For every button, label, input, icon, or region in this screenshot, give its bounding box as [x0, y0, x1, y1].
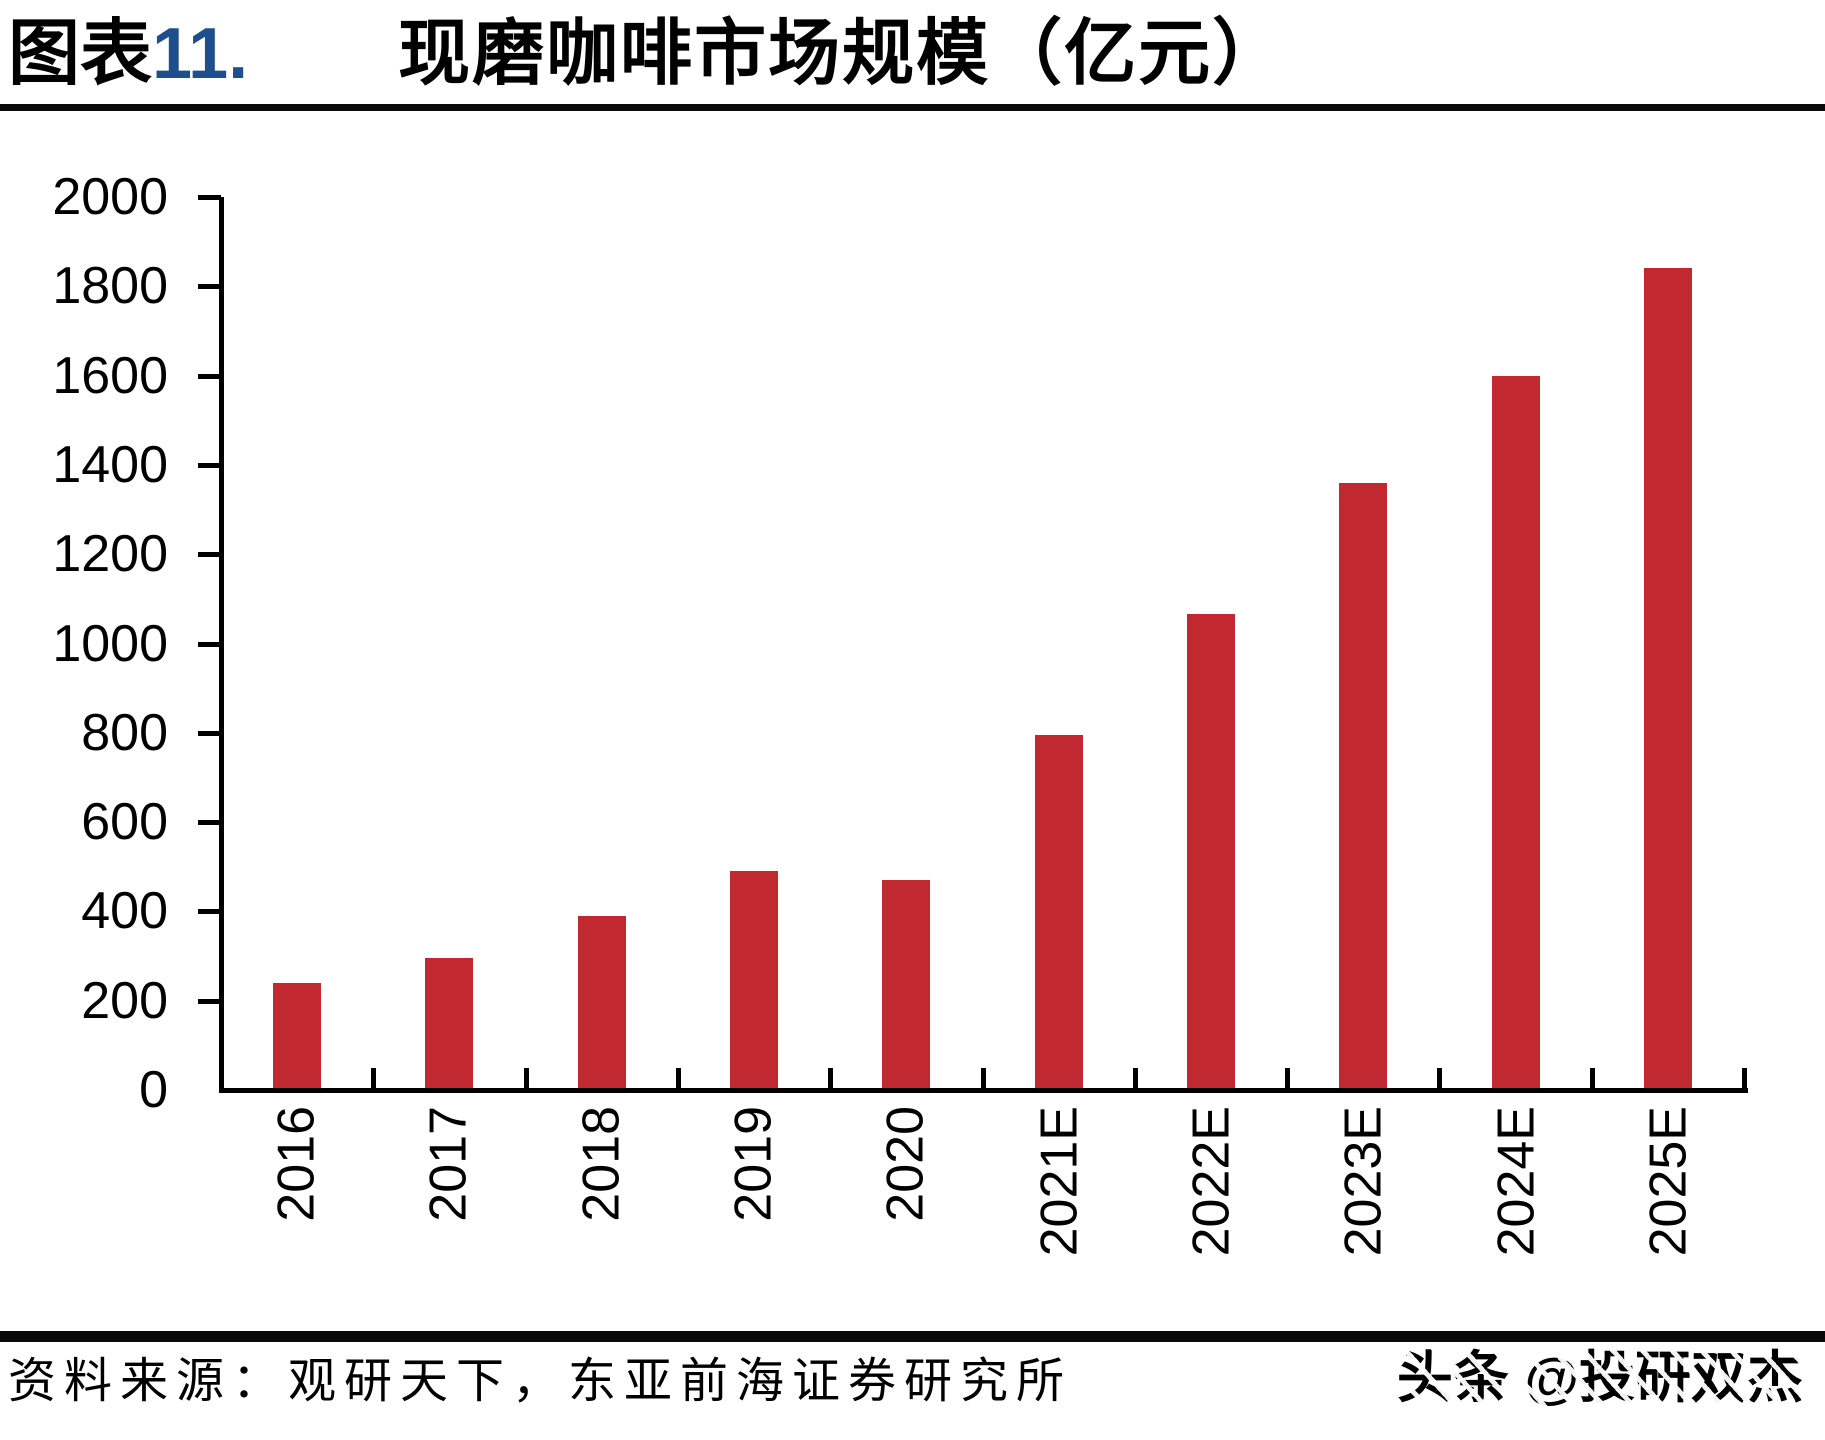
y-axis-tick	[198, 284, 221, 290]
x-axis-label-2017: 2017	[420, 1106, 479, 1222]
y-axis-tick	[198, 462, 221, 468]
figure-number: 11.	[152, 14, 249, 94]
figure-title: 图表11. 现磨咖啡市场规模（亿元）	[8, 6, 1818, 102]
chart-title: 现磨咖啡市场规模（亿元）	[398, 14, 1287, 94]
footer-divider-line	[0, 1331, 1825, 1342]
x-axis-label-2024E: 2024E	[1486, 1106, 1545, 1257]
title-divider-line	[0, 104, 1825, 111]
y-axis-tick	[198, 730, 221, 736]
bar-2021E	[1034, 735, 1083, 1088]
y-axis-tick	[198, 373, 221, 379]
x-axis-label-2022E: 2022E	[1182, 1106, 1241, 1257]
y-axis-label: 0	[139, 1061, 168, 1119]
y-axis-label: 200	[81, 971, 168, 1030]
y-axis-tick	[198, 195, 221, 200]
x-axis-tick	[1437, 1068, 1443, 1090]
y-axis-label: 1800	[52, 257, 168, 316]
x-axis-tick	[1132, 1068, 1138, 1090]
bar-2022E	[1186, 614, 1235, 1088]
x-axis-tick	[1285, 1068, 1291, 1090]
bar-2018	[577, 915, 626, 1088]
source-attribution: 资料来源：观研天下，东亚前海证券研究所	[8, 1355, 1073, 1408]
x-axis	[219, 1088, 1748, 1093]
y-axis-label: 800	[81, 703, 168, 762]
x-axis-tick	[980, 1068, 986, 1090]
x-axis-tick	[523, 1068, 529, 1090]
y-axis-label: 1000	[52, 614, 168, 673]
x-axis-label-2021E: 2021E	[1030, 1106, 1089, 1257]
bar-2017	[425, 958, 474, 1088]
y-axis-tick	[198, 552, 221, 558]
x-axis-label-2025E: 2025E	[1639, 1106, 1698, 1257]
x-axis-tick	[1589, 1068, 1595, 1090]
x-axis-tick	[675, 1068, 681, 1090]
x-axis-label-2019: 2019	[724, 1106, 783, 1222]
watermark-text: 头条 @投研双杰	[1396, 1346, 1803, 1409]
x-axis-label-2018: 2018	[572, 1106, 631, 1222]
y-axis	[219, 197, 224, 1093]
y-axis-tick	[198, 998, 221, 1004]
bar-2025E	[1643, 268, 1692, 1088]
y-axis-label: 1400	[52, 435, 168, 494]
y-axis-label: 1600	[52, 346, 168, 405]
bar-2024E	[1491, 375, 1540, 1088]
y-axis-label: 2000	[52, 168, 168, 226]
y-axis-tick	[198, 641, 221, 647]
y-axis-label: 400	[81, 882, 168, 941]
y-axis-tick	[198, 909, 221, 915]
y-axis-label: 1200	[52, 525, 168, 584]
bar-2019	[730, 871, 779, 1088]
x-axis-tick	[1742, 1068, 1747, 1090]
x-axis-label-2023E: 2023E	[1334, 1106, 1393, 1257]
y-axis-tick	[198, 820, 221, 826]
x-axis-tick	[371, 1068, 377, 1090]
figure-label-prefix: 图表	[8, 14, 153, 94]
bar-2023E	[1339, 482, 1388, 1088]
x-axis-label-2020: 2020	[877, 1106, 936, 1222]
bar-2016	[273, 982, 322, 1088]
bar-2020	[882, 880, 931, 1088]
x-axis-tick	[828, 1068, 834, 1090]
y-axis-label: 600	[81, 793, 168, 852]
x-axis-label-2016: 2016	[267, 1106, 326, 1222]
